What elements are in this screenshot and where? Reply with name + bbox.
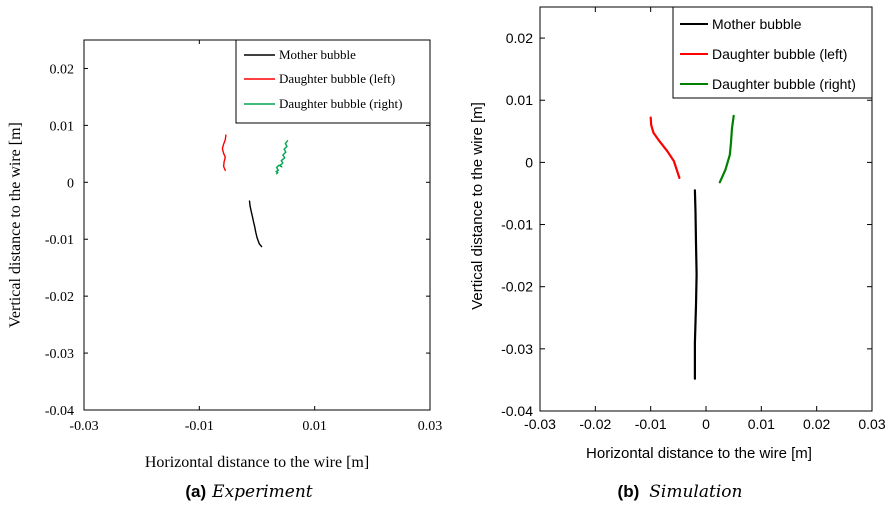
daughter-right-line-a bbox=[275, 140, 289, 175]
x-tick-label-b: -0.02 bbox=[579, 416, 611, 432]
legend-box-b bbox=[672, 6, 873, 99]
legend-a: Mother bubble Daughter bubble (left) Dau… bbox=[235, 39, 431, 124]
y-tick-label-a: -0.01 bbox=[45, 233, 74, 248]
mother-bubble-line-b bbox=[693, 189, 698, 380]
y-tick-label-b: 0.02 bbox=[506, 30, 533, 46]
ticks-a: -0.03 -0.01 0.01 0.03-0.04-0.03-0.02-0.0100… bbox=[45, 40, 442, 434]
y-tick-label-b: -0.04 bbox=[501, 403, 533, 419]
daughter-left-line-b bbox=[649, 116, 681, 179]
y-tick-label-a: 0.02 bbox=[50, 62, 75, 77]
x-tick-label-b: 0.01 bbox=[748, 416, 775, 432]
x-tick-label-b: -0.03 bbox=[524, 416, 556, 432]
x-axis-title-a: Horizontal distance to the wire [m] bbox=[145, 454, 369, 471]
legend-b: Mother bubble Daughter bubble (left) Dau… bbox=[672, 6, 873, 99]
daughter-right-line-b bbox=[718, 114, 735, 184]
x-tick-label-a: 0.03 bbox=[418, 419, 443, 434]
caption-text-a: Experiment bbox=[211, 482, 313, 502]
caption-a: (a) Experiment bbox=[185, 482, 312, 502]
mother-bubble-line-a bbox=[248, 200, 263, 248]
legend-label-mother-a: Mother bubble bbox=[279, 47, 356, 62]
x-tick-label-a: -0.01 bbox=[185, 419, 214, 434]
y-tick-label-b: -0.03 bbox=[501, 341, 533, 357]
x-tick-label-a: -0.03 bbox=[69, 419, 98, 434]
x-tick-label-b: 0 bbox=[702, 416, 710, 432]
caption-label-a: (a) bbox=[185, 482, 206, 501]
y-axis-title-a: Vertical distance to the wire [m] bbox=[7, 122, 24, 328]
y-tick-label-a: 0.01 bbox=[50, 119, 75, 134]
panel-a-experiment: -0.03 -0.01 0.01 0.03-0.04-0.03-0.02-0.0100… bbox=[7, 39, 442, 502]
legend-label-right-a: Daughter bubble (right) bbox=[279, 96, 402, 111]
ticks-b: -0.03 -0.02 -0.01 0 0.01 0.02 0.03-0.04-0.03-0… bbox=[501, 7, 886, 432]
y-tick-label-b: -0.02 bbox=[501, 279, 533, 295]
y-tick-label-a: -0.04 bbox=[45, 404, 74, 419]
legend-label-right-b: Daughter bubble (right) bbox=[712, 76, 856, 92]
legend-label-left-a: Daughter bubble (left) bbox=[279, 71, 395, 86]
legend-label-mother-b: Mother bubble bbox=[712, 16, 802, 32]
y-tick-label-b: -0.01 bbox=[501, 217, 533, 233]
x-tick-label-b: -0.01 bbox=[635, 416, 667, 432]
legend-box-a bbox=[235, 39, 431, 124]
x-axis-title-b: Horizontal distance to the wire [m] bbox=[586, 445, 812, 462]
y-axis-title-b: Vertical distance to the wire [m] bbox=[469, 102, 486, 310]
caption-label-b: (b) bbox=[618, 482, 640, 501]
y-tick-label-a: 0 bbox=[67, 176, 74, 191]
series-b bbox=[649, 114, 735, 380]
x-tick-label-b: 0.02 bbox=[803, 416, 830, 432]
y-tick-label-b: 0.01 bbox=[506, 92, 533, 108]
legend-label-left-b: Daughter bubble (left) bbox=[712, 46, 847, 62]
caption-text-b: Simulation bbox=[649, 482, 742, 502]
caption-b: (b) Simulation bbox=[618, 482, 743, 502]
y-tick-label-a: -0.03 bbox=[45, 347, 74, 362]
y-tick-label-a: -0.02 bbox=[45, 290, 74, 305]
series-a bbox=[221, 134, 289, 248]
x-tick-label-b: 0.03 bbox=[858, 416, 885, 432]
daughter-left-line-a bbox=[221, 134, 227, 172]
x-tick-label-a: 0.01 bbox=[302, 419, 327, 434]
panel-b-simulation: -0.03 -0.02 -0.01 0 0.01 0.02 0.03-0.04-0.03-0… bbox=[469, 6, 886, 502]
y-tick-label-b: 0 bbox=[525, 154, 533, 170]
